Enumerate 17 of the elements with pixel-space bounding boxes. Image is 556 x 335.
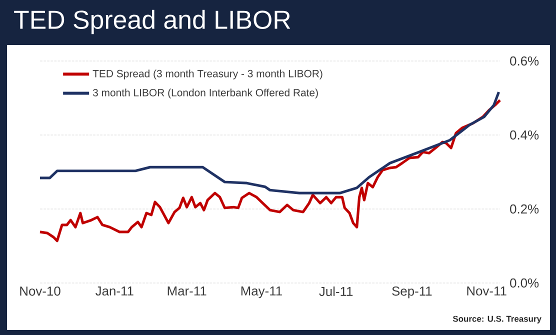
y-tick-label: 0.0% (510, 278, 539, 288)
x-tick-label: Jul-11 (319, 286, 353, 296)
line-series (38, 98, 502, 242)
x-tick-label: May-11 (241, 286, 282, 298)
x-tick-label: Nov-10 (20, 286, 60, 296)
x-tick-label: Sep-11 (392, 286, 432, 298)
chart-title: TED Spread and LIBOR (14, 10, 290, 34)
source-note: Source: U.S. Treasury (452, 316, 542, 324)
x-tick-label: Nov-11 (467, 286, 506, 296)
legend-label: 3 month LIBOR (London Interbank Offered Rate) (92, 88, 318, 98)
y-tick-label: 0.6% (510, 56, 539, 66)
y-tick-label: 0.4% (510, 130, 539, 140)
legend-label: TED Spread (3 month Treasury - 3 month LIBOR) (92, 70, 322, 80)
x-tick-label: Jan-11 (96, 286, 134, 296)
line-series (38, 90, 500, 194)
x-tick-label: Mar-11 (168, 286, 206, 296)
y-tick-label: 0.2% (510, 204, 539, 214)
